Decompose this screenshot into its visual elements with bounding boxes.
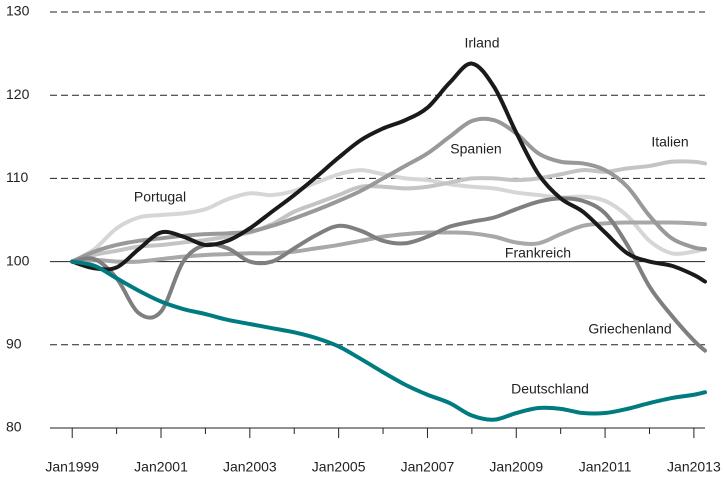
series-label: Irland	[464, 35, 499, 51]
y-tick-label: 130	[6, 3, 30, 19]
series-line	[70, 61, 707, 284]
series-line	[70, 196, 707, 353]
y-tick-label: 120	[6, 86, 30, 102]
x-tick-label: Jan2003	[223, 459, 277, 475]
x-tick-label: Jan2001	[134, 459, 188, 475]
series-label: Frankreich	[505, 245, 571, 261]
y-tick-label: 80	[6, 419, 22, 435]
y-tick-label: 100	[6, 252, 30, 268]
y-tick-label: 110	[6, 169, 29, 185]
x-tick-label: Jan2013	[667, 459, 721, 475]
y-tick-label: 90	[6, 336, 22, 352]
series-line	[70, 259, 707, 422]
x-tick-label: Jan2007	[401, 459, 455, 475]
series-label: Griechenland	[588, 321, 671, 337]
x-tick-label: Jan2005	[312, 459, 366, 475]
x-tick-label: Jan2009	[489, 459, 543, 475]
series-label: Spanien	[450, 141, 501, 157]
series-line	[70, 220, 707, 264]
series-label: Portugal	[134, 189, 186, 205]
x-tick-label: Jan2011	[579, 459, 632, 475]
series-line	[70, 168, 707, 264]
series-label: Italien	[651, 134, 688, 150]
x-tick-label: Jan1999	[45, 459, 99, 475]
series-label: Deutschland	[511, 381, 589, 397]
